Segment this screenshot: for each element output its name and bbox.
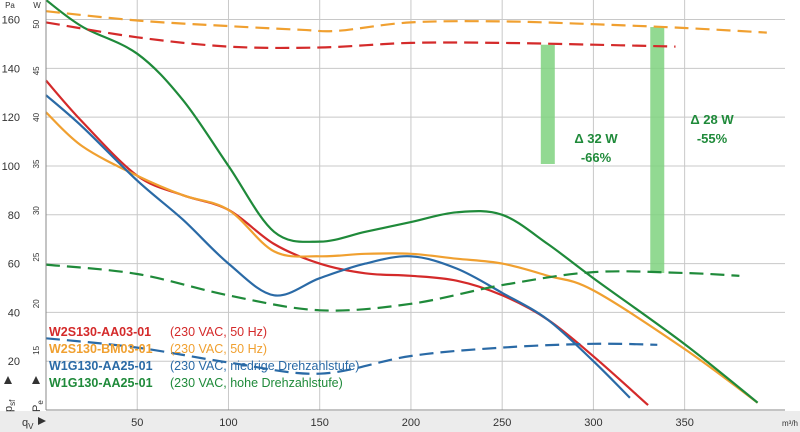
legend-series-name: W1G130-AA25-01 [49, 376, 153, 390]
legend-series-name: W2S130-AA03-01 [49, 325, 151, 339]
y-tick-label-power: 15 [32, 345, 41, 354]
legend-series-desc: (230 VAC, 50 Hz) [170, 325, 267, 339]
y-tick-label-power: 50 [32, 19, 41, 28]
x-axis-label-main: q [22, 417, 28, 429]
x-tick-label: 350 [675, 417, 693, 429]
reduction-bands [540, 27, 665, 274]
band-label-delta-2: Δ 28 W [690, 112, 734, 127]
svg-text:psf: psf [3, 399, 17, 412]
x-axis-arrow [38, 417, 46, 425]
legend-series-name: W1G130-AA25-01 [49, 359, 153, 373]
y-tick-label-power: 35 [32, 159, 41, 168]
x-tick-label: 150 [311, 417, 329, 429]
y-tick-label-pressure: 60 [8, 259, 20, 271]
annotations: Δ 32 W -66% Δ 28 W -55% [574, 112, 734, 165]
legend: W2S130-AA03-01 (230 VAC, 50 Hz) W2S130-BM0… [49, 325, 359, 390]
legend-series-name: W2S130-BM03-01 [49, 342, 153, 356]
y-tick-label-pressure: 140 [2, 63, 20, 75]
x-axis-label: qV [22, 417, 46, 431]
x-unit: m³/h [782, 419, 798, 428]
x-tick-label: 50 [131, 417, 143, 429]
series-lines [45, 0, 767, 406]
y-unit-power: W [33, 1, 41, 10]
series-line-power-8 [45, 263, 740, 312]
reduction-band-2 [650, 27, 665, 274]
y-tick-label-pressure: 80 [8, 210, 20, 222]
series-line-pressure-3 [45, 94, 631, 399]
reduction-band-1 [540, 44, 555, 164]
x-tick-label: 300 [584, 417, 602, 429]
y-tick-label-pressure: 40 [8, 307, 20, 319]
y-axis-label-pressure-sub: sf [8, 399, 17, 406]
y-tick-label-power: 45 [32, 66, 41, 75]
svg-text:qV: qV [22, 417, 34, 431]
series-line-power-7 [45, 337, 658, 375]
y-axis-label-pressure: psf [3, 399, 17, 412]
band-label-delta-1: Δ 32 W [574, 131, 618, 146]
y-tick-label-power: 25 [32, 252, 41, 261]
y-axis-label-pressure-main: p [3, 406, 15, 412]
legend-series-desc: (230 VAC, hohe Drehzahlstufe) [170, 376, 343, 390]
x-axis-band [0, 411, 800, 432]
y-tick-label-power: 40 [32, 112, 41, 121]
x-axis-label-sub: V [28, 422, 34, 431]
y-tick-label-power: 30 [32, 206, 41, 215]
y-unit-pressure: Pa [5, 1, 15, 10]
svg-text:Pe: Pe [31, 400, 45, 412]
y-tick-label-pressure: 20 [8, 356, 20, 368]
y-tick-label-pressure: 120 [2, 112, 20, 124]
x-tick-label: 100 [219, 417, 237, 429]
y-tick-label-pressure: 100 [2, 161, 20, 173]
band-label-percent-2: -55% [697, 131, 728, 146]
band-label-percent-1: -66% [581, 150, 612, 165]
y-tick-label-pressure: 160 [2, 15, 20, 27]
x-tick-label: 250 [493, 417, 511, 429]
y-tick-label-power: 20 [32, 299, 41, 308]
series-line-pressure-2 [45, 111, 759, 404]
y-axis-arrow-pressure [4, 376, 12, 384]
y-axis-arrow-power [32, 376, 40, 384]
series-line-pressure-4 [45, 0, 759, 404]
legend-series-desc: (230 VAC, niedrige Drehzahlstufe) [170, 359, 359, 373]
y-axis-label-power-sub: e [36, 400, 45, 405]
series-line-power-5 [45, 21, 676, 50]
legend-series-desc: (230 VAC, 50 Hz) [170, 342, 267, 356]
x-tick-label: 200 [402, 417, 420, 429]
series-line-power-6 [45, 10, 767, 34]
y-axis-label-power: Pe [31, 400, 45, 412]
y-axis-label-power-main: P [31, 405, 43, 412]
